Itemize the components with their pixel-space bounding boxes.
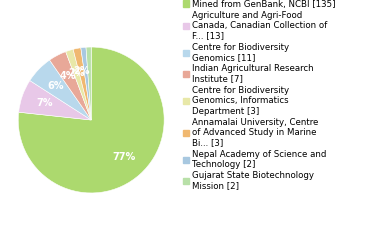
Text: 4%: 4% xyxy=(60,71,76,81)
Text: 2%: 2% xyxy=(73,66,90,76)
Wedge shape xyxy=(73,48,91,120)
Wedge shape xyxy=(18,47,164,193)
Wedge shape xyxy=(86,47,91,120)
Text: 7%: 7% xyxy=(36,98,53,108)
Legend: Mined from GenBank, NCBI [135], Agriculture and Agri-Food
Canada, Canadian Colle: Mined from GenBank, NCBI [135], Agricult… xyxy=(183,0,336,191)
Wedge shape xyxy=(19,81,91,120)
Text: 77%: 77% xyxy=(113,152,136,162)
Wedge shape xyxy=(30,60,91,120)
Wedge shape xyxy=(81,47,91,120)
Text: 6%: 6% xyxy=(47,81,64,90)
Wedge shape xyxy=(49,52,91,120)
Text: 2%: 2% xyxy=(68,68,85,78)
Wedge shape xyxy=(66,49,91,120)
